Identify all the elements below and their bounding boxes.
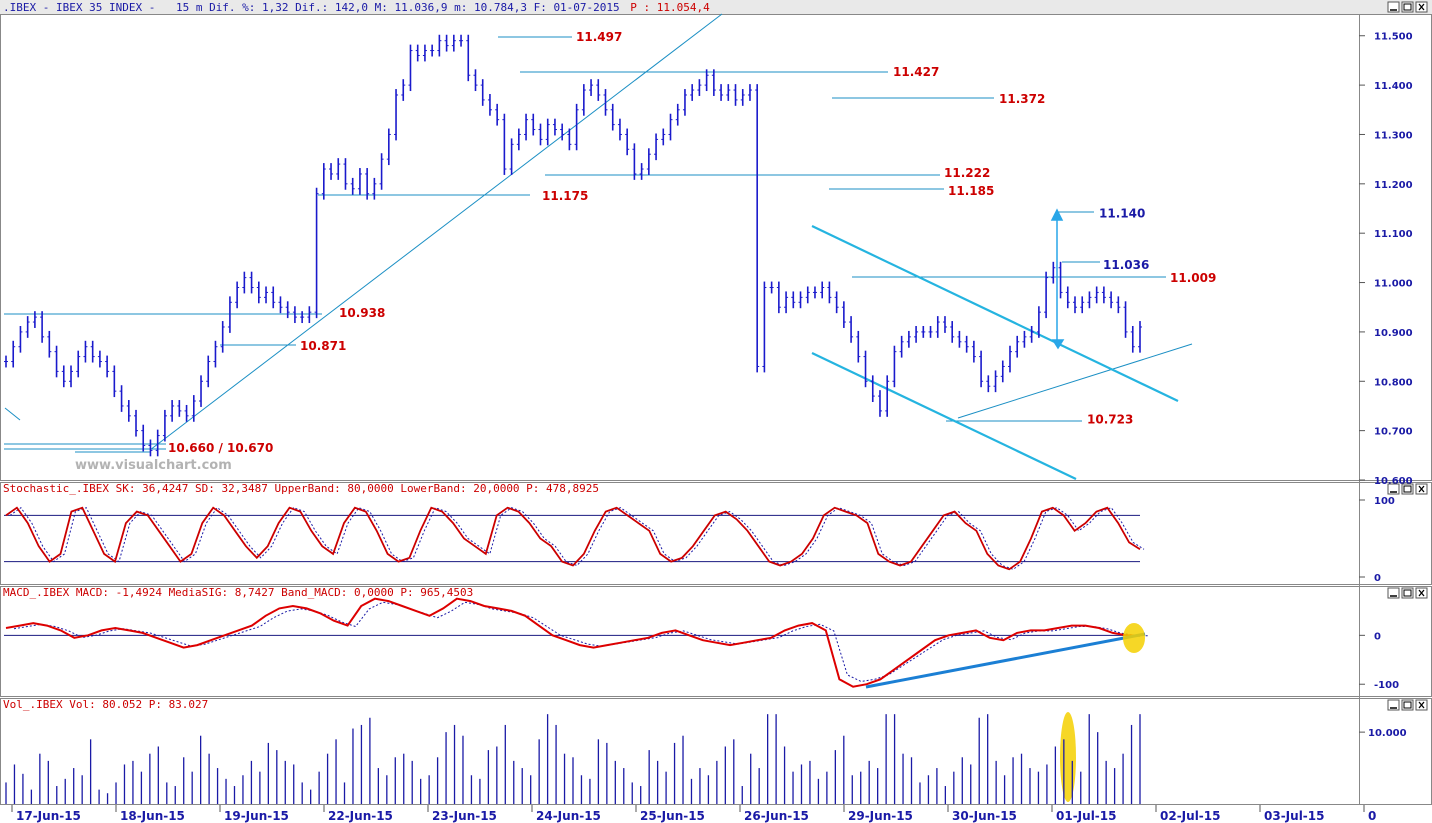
date-axis-label: 18-Jun-15 xyxy=(120,809,185,823)
date-axis-label: 26-Jun-15 xyxy=(744,809,809,823)
price-level-label: 11.222 xyxy=(944,166,990,180)
volume-title: Vol_.IBEX Vol: 80.052 P: 83.027 xyxy=(3,698,208,711)
trendlines xyxy=(4,13,1193,453)
stochastic-title: Stochastic_.IBEX SK: 36,4247 SD: 32,3487… xyxy=(3,482,599,495)
date-axis-label: 30-Jun-15 xyxy=(952,809,1017,823)
volume-panel: 10.000 xyxy=(5,712,1407,804)
volume-axis-label: 10.000 xyxy=(1368,728,1407,739)
date-axis-label: 24-Jun-15 xyxy=(536,809,601,823)
price-series xyxy=(4,34,1142,457)
date-axis-label: 01-Jul-15 xyxy=(1056,809,1116,823)
panel-frames xyxy=(0,14,1432,805)
volume-restore-icon[interactable] xyxy=(1401,699,1414,711)
macd-line xyxy=(5,597,1141,688)
price-axis-label: 11.500 xyxy=(1374,32,1413,43)
stochastic-restore-icon[interactable] xyxy=(1401,483,1414,495)
price-axis: 11.500 11.400 11.300 11.200 11.100 11.000 10.9… xyxy=(1359,32,1413,487)
watermark: www.visualchart.com xyxy=(75,458,232,473)
stochastic-close-icon[interactable] xyxy=(1415,483,1428,495)
close-icon[interactable] xyxy=(1415,1,1428,13)
date-axis-label: 0 xyxy=(1368,809,1376,823)
target-arrow xyxy=(1050,208,1065,350)
macd-minimize-icon[interactable] xyxy=(1387,587,1400,599)
stochastic-sk-line xyxy=(5,506,1141,571)
stochastic-panel: 100 0 xyxy=(4,496,1395,584)
price-level-label: 11.036 xyxy=(1103,258,1149,272)
price-level-label: 11.175 xyxy=(542,189,588,203)
price-level-label: 11.009 xyxy=(1170,271,1216,285)
date-axis-label: 25-Jun-15 xyxy=(640,809,705,823)
price-axis-label: 10.900 xyxy=(1374,328,1413,339)
stochastic-axis-label: 100 xyxy=(1374,496,1395,507)
macd-title: MACD_.IBEX MACD: -1,4924 MediaSIG: 8,742… xyxy=(3,586,473,599)
title-bar xyxy=(0,0,1432,14)
price-level-label: 11.185 xyxy=(948,184,994,198)
price-axis-label: 11.100 xyxy=(1374,229,1413,240)
subpanel-controls xyxy=(1387,483,1428,711)
minimize-icon[interactable] xyxy=(1387,1,1400,13)
price-level-label: 10.723 xyxy=(1087,412,1133,426)
macd-axis-label: 0 xyxy=(1374,631,1381,642)
macd-highlight xyxy=(1123,623,1145,653)
stochastic-axis-label: 0 xyxy=(1374,573,1381,584)
date-axis-label: 03-Jul-15 xyxy=(1264,809,1324,823)
macd-signal-line xyxy=(13,601,1149,683)
price-axis-label: 10.800 xyxy=(1374,377,1413,388)
last-price-label: P : 11.054,4 xyxy=(630,1,710,14)
price-level-labels: 11.497 11.427 11.372 11.222 11.185 11.175 11.1… xyxy=(168,30,1216,455)
price-level-label: 11.497 xyxy=(576,30,622,44)
macd-axis-label: -100 xyxy=(1374,680,1399,691)
price-axis-label: 11.200 xyxy=(1374,180,1413,191)
stochastic-minimize-icon[interactable] xyxy=(1387,483,1400,495)
stats-label: 15 m Dif. %: 1,32 Dif.: 142,0 M: 11.036,… xyxy=(176,1,620,14)
price-level-label: 11.427 xyxy=(893,65,939,79)
macd-trendline xyxy=(865,632,1146,689)
price-level-label: 11.372 xyxy=(999,92,1045,106)
svg-text:.IBEX - IBEX 35 INDEX - 15: .IBEX - IBEX 35 INDEX - 15 m Dif. %: 1,3… xyxy=(3,1,710,14)
date-axis-label: 19-Jun-15 xyxy=(224,809,289,823)
symbol-label: .IBEX - IBEX 35 INDEX - xyxy=(3,1,155,14)
volume-minimize-icon[interactable] xyxy=(1387,699,1400,711)
macd-restore-icon[interactable] xyxy=(1401,587,1414,599)
date-axis-label: 29-Jun-15 xyxy=(848,809,913,823)
price-level-label: 10.938 xyxy=(339,306,385,320)
price-axis-label: 10.600 xyxy=(1374,476,1413,487)
price-axis-label: 10.700 xyxy=(1374,427,1413,438)
date-axis: 17-Jun-15 18-Jun-15 19-Jun-15 22-Jun-15 23-J… xyxy=(11,805,1376,823)
price-panel-controls xyxy=(1387,1,1428,13)
price-axis-label: 11.400 xyxy=(1374,81,1413,92)
price-level-label: 10.660 / 10.670 xyxy=(168,441,273,455)
macd-close-icon[interactable] xyxy=(1415,587,1428,599)
date-axis-label: 22-Jun-15 xyxy=(328,809,393,823)
price-axis-label: 11.300 xyxy=(1374,130,1413,141)
down-channel xyxy=(811,225,1179,480)
price-level-label: 11.140 xyxy=(1099,206,1145,220)
date-axis-label: 23-Jun-15 xyxy=(432,809,497,823)
macd-panel: 0 -100 xyxy=(4,597,1399,691)
volume-highlight xyxy=(1060,712,1076,802)
date-axis-label: 17-Jun-15 xyxy=(16,809,81,823)
price-axis-label: 11.000 xyxy=(1374,279,1413,290)
volume-close-icon[interactable] xyxy=(1415,699,1428,711)
restore-icon[interactable] xyxy=(1401,1,1414,13)
price-level-label: 10.871 xyxy=(300,339,346,353)
date-axis-label: 02-Jul-15 xyxy=(1160,809,1220,823)
